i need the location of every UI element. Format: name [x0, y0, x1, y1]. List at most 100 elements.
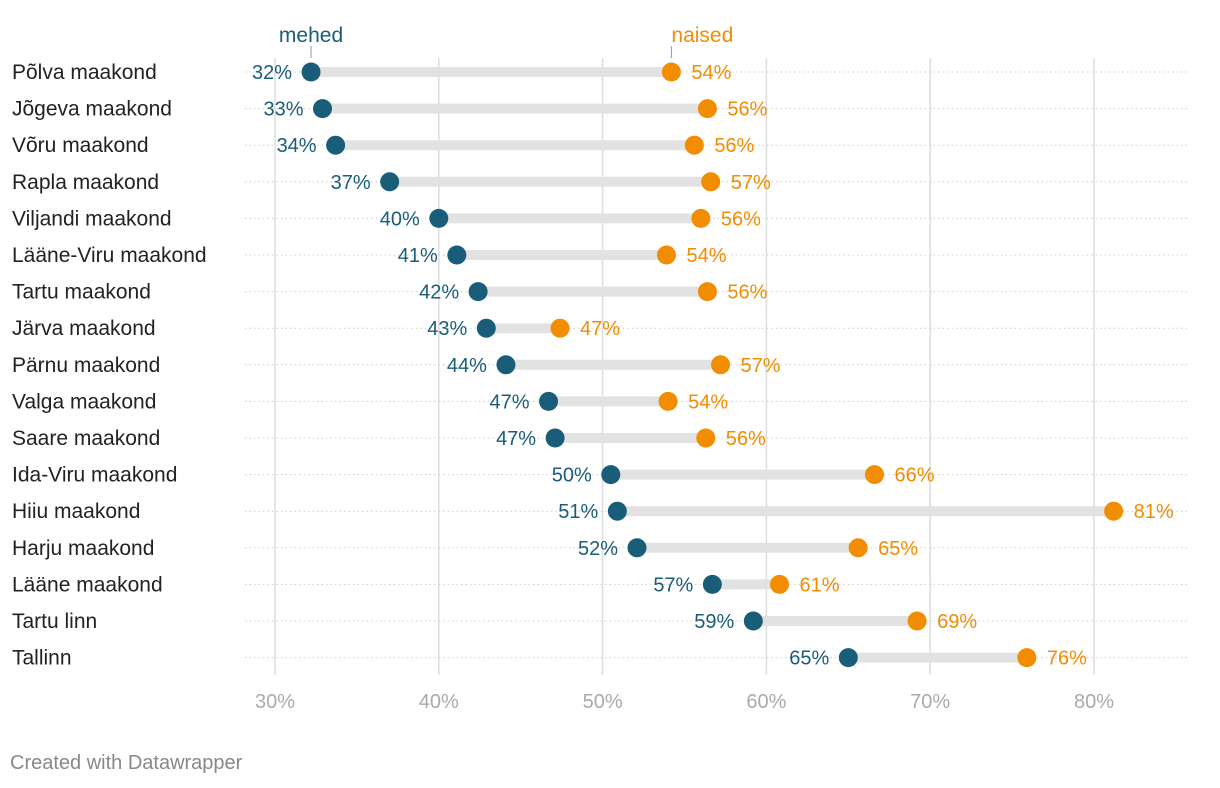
category-label: Ida-Viru maakond [12, 464, 177, 487]
category-label: Tallinn [12, 647, 72, 670]
mehed-dot [313, 99, 333, 119]
category-label: Lääne-Viru maakond [12, 244, 207, 267]
mehed-dot [429, 208, 449, 228]
category-label: Tartu maakond [12, 281, 151, 304]
dot-range-chart: 32% 54% 33% 56% 34% 56% 37% 57% 40% 56% 41% 54% 42% 5… [12, 24, 1190, 713]
category-label: Jõgeva maakond [12, 98, 172, 121]
category-label: Pärnu maakond [12, 354, 160, 377]
x-axis-tick-labels: 30% 40% 50% 60% 70% 80% [255, 691, 1114, 713]
mehed-value-label: 40% [380, 208, 420, 230]
category-label: Valga maakond [12, 390, 156, 413]
category-label: Viljandi maakond [12, 207, 172, 230]
mehed-value-label: 42% [419, 282, 459, 304]
mehed-value-label: 51% [558, 501, 598, 523]
mehed-dot [702, 574, 722, 594]
mehed-value-label: 34% [277, 135, 317, 157]
mehed-dot [607, 501, 627, 521]
naised-value-label: 76% [1047, 648, 1087, 670]
naised-dot [691, 208, 711, 228]
mehed-dot [601, 465, 621, 485]
naised-value-label: 54% [688, 391, 728, 413]
naised-dot [697, 282, 717, 302]
naised-value-label: 47% [580, 318, 620, 340]
naised-value-label: 56% [721, 208, 761, 230]
mehed-dot [545, 428, 565, 448]
mehed-dot [496, 355, 516, 375]
category-label: Rapla maakond [12, 171, 159, 194]
mehed-value-label: 41% [398, 245, 438, 267]
mehed-dot [468, 282, 488, 302]
mehed-dot [380, 172, 400, 192]
naised-value-label: 69% [937, 611, 977, 633]
category-label: Saare maakond [12, 427, 160, 450]
x-tick-label: 60% [746, 691, 786, 713]
naised-dot [848, 538, 868, 558]
range-bars [311, 67, 1114, 663]
naised-dot [661, 62, 681, 82]
naised-dot [770, 574, 790, 594]
data-dots [301, 62, 1124, 668]
mehed-value-label: 65% [789, 648, 829, 670]
x-tick-label: 50% [583, 691, 623, 713]
mehed-dot [539, 391, 559, 411]
naised-dot [701, 172, 721, 192]
naised-dot [907, 611, 927, 631]
category-label: Võru maakond [12, 134, 149, 157]
data-labels: 32% 54% 33% 56% 34% 56% 37% 57% 40% 56% 41% 54% 42% 5… [252, 62, 1174, 670]
category-label: Hiiu maakond [12, 500, 140, 523]
naised-value-label: 65% [878, 538, 918, 560]
legend-mehed: mehed [279, 24, 343, 47]
naised-value-label: 54% [686, 245, 726, 267]
naised-value-label: 56% [714, 135, 754, 157]
naised-dot [865, 465, 885, 485]
mehed-dot [838, 648, 858, 668]
mehed-value-label: 59% [694, 611, 734, 633]
category-label: Põlva maakond [12, 61, 157, 84]
naised-dot [696, 428, 716, 448]
mehed-value-label: 32% [252, 62, 292, 84]
naised-value-label: 61% [800, 574, 840, 596]
x-tick-label: 40% [419, 691, 459, 713]
naised-dot [697, 99, 717, 119]
naised-dot [1017, 648, 1037, 668]
naised-value-label: 56% [727, 99, 767, 121]
mehed-value-label: 50% [552, 465, 592, 487]
naised-dot [1104, 501, 1124, 521]
category-label: Järva maakond [12, 317, 156, 340]
mehed-dot [326, 135, 346, 155]
category-label: Tartu linn [12, 610, 97, 633]
naised-value-label: 54% [691, 62, 731, 84]
legend: mehed naised [279, 24, 733, 58]
naised-dot [684, 135, 704, 155]
mehed-value-label: 37% [331, 172, 371, 194]
footer-credit: Created with Datawrapper [10, 752, 243, 774]
mehed-value-label: 47% [496, 428, 536, 450]
mehed-dot [743, 611, 763, 631]
naised-value-label: 66% [895, 465, 935, 487]
naised-dot [711, 355, 731, 375]
naised-value-label: 56% [726, 428, 766, 450]
x-tick-label: 70% [910, 691, 950, 713]
naised-dot [658, 391, 678, 411]
category-labels: Põlva maakond Jõgeva maakond Võru maakond R… [12, 61, 207, 670]
mehed-dot [627, 538, 647, 558]
mehed-dot [447, 245, 467, 265]
category-label: Harju maakond [12, 537, 154, 560]
x-tick-label: 80% [1074, 691, 1114, 713]
mehed-value-label: 43% [427, 318, 467, 340]
x-tick-label: 30% [255, 691, 295, 713]
mehed-value-label: 52% [578, 538, 618, 560]
legend-naised: naised [671, 24, 733, 47]
mehed-value-label: 44% [447, 355, 487, 377]
naised-value-label: 81% [1134, 501, 1174, 523]
naised-value-label: 57% [731, 172, 771, 194]
mehed-value-label: 47% [490, 391, 530, 413]
mehed-dot [476, 318, 496, 338]
mehed-value-label: 33% [263, 99, 303, 121]
naised-dot [550, 318, 570, 338]
category-label: Lääne maakond [12, 573, 163, 596]
naised-value-label: 56% [727, 282, 767, 304]
mehed-value-label: 57% [653, 574, 693, 596]
naised-dot [656, 245, 676, 265]
mehed-dot [301, 62, 321, 82]
